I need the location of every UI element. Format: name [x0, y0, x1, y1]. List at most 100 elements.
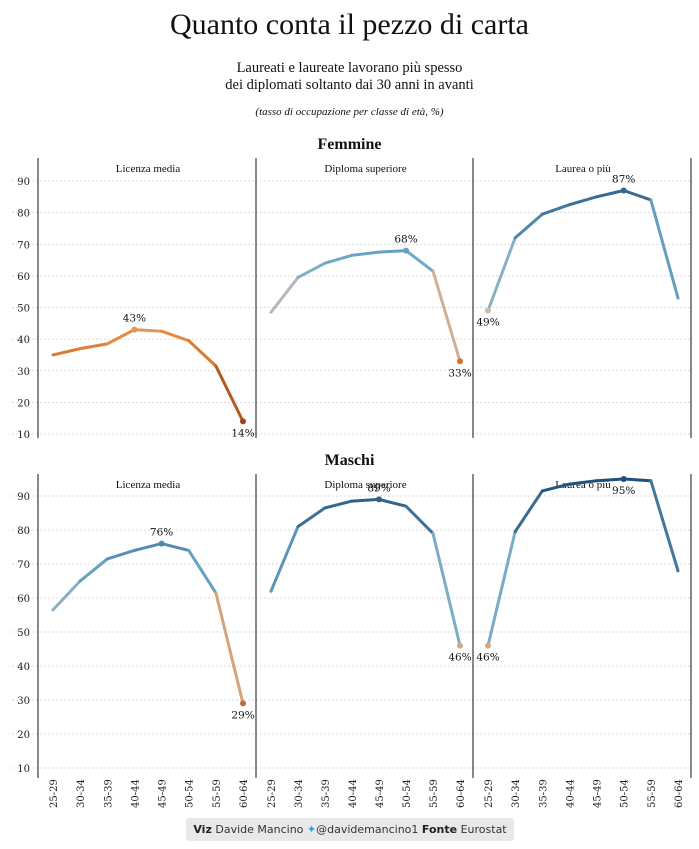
series-segment [622, 188, 653, 202]
series-segment [214, 591, 245, 705]
series-segment [377, 497, 408, 508]
twitter-bird-icon: ✦ [306, 823, 317, 836]
x-tick-label: 60-64 [239, 779, 250, 808]
row-header-maschi: Maschi [325, 452, 375, 469]
panel-header: Diploma superiore [324, 163, 406, 175]
series-segment [486, 530, 517, 648]
data-label: 49% [476, 317, 499, 329]
series-segment [187, 548, 218, 595]
x-tick-label: 35-39 [538, 779, 549, 808]
series-segment [350, 497, 381, 503]
series-segment [595, 188, 626, 199]
data-point [620, 476, 627, 482]
viz-label: Viz [193, 823, 212, 836]
twitter-handle[interactable]: @davidemancino1 [316, 823, 419, 836]
x-tick-label: 30-34 [511, 779, 522, 808]
y-tick-label: 30 [17, 696, 30, 707]
series-segment [649, 198, 680, 300]
x-tick-label: 55-59 [429, 779, 440, 808]
series-segment [513, 489, 544, 534]
data-point [158, 540, 165, 547]
series-segment [187, 339, 218, 368]
series-segment [105, 548, 136, 561]
footer-credits: Viz Davide Mancino ✦@davidemancino1 Font… [186, 818, 514, 841]
series-segment [404, 504, 435, 535]
series-segment [78, 557, 109, 583]
y-tick-label: 80 [17, 209, 30, 220]
x-tick-label: 50-54 [402, 779, 413, 808]
series-segment [323, 253, 354, 265]
y-tick-label: 10 [17, 764, 30, 775]
series-segment [132, 542, 164, 552]
x-tick-label: 25-29 [49, 779, 60, 808]
data-label: 46% [448, 652, 471, 664]
author-name: Davide Mancino [215, 823, 304, 836]
y-tick-label: 80 [17, 526, 30, 537]
source-label: Fonte [421, 823, 458, 836]
series-segment [350, 250, 381, 257]
x-tick-label: 60-64 [674, 779, 685, 808]
y-tick-label: 40 [17, 662, 30, 673]
data-point [131, 326, 138, 333]
data-point [376, 496, 382, 503]
series-segment [431, 531, 462, 648]
x-tick-label: 50-54 [620, 779, 631, 808]
series-segment [51, 347, 82, 357]
subtitle-line-2: dei diplomati soltanto dai 30 anni in av… [225, 77, 474, 93]
series-segment [269, 275, 300, 314]
subtitle-line-1: Laureati e laureate lavorano più spesso [236, 60, 463, 76]
data-point [485, 642, 491, 649]
data-point [457, 642, 463, 649]
x-tick-label: 50-54 [185, 779, 196, 808]
data-point [620, 187, 627, 194]
series-segment [78, 342, 109, 351]
series-segment [404, 249, 435, 273]
series-segment [160, 329, 191, 343]
series-segment [622, 477, 653, 483]
x-tick-label: 30-34 [76, 779, 87, 808]
y-tick-label: 20 [17, 730, 30, 741]
series-segment [540, 482, 571, 493]
row-header-femmine: Femmine [318, 136, 382, 153]
y-tick-label: 10 [17, 430, 30, 441]
series-segment [269, 525, 300, 593]
chart-subtitle: Laureati e laureate lavorano più spesso … [0, 60, 699, 94]
data-point [240, 700, 246, 707]
x-tick-label: 45-49 [375, 779, 386, 808]
data-label: 87% [612, 173, 635, 185]
data-point [240, 418, 246, 425]
data-label: 68% [394, 234, 417, 246]
data-label: 89% [367, 482, 390, 494]
panel-header: Licenza media [116, 163, 181, 175]
series-segment [595, 477, 626, 483]
series-segment [567, 479, 599, 486]
series-segment [132, 328, 164, 333]
x-tick-label: 40-44 [348, 779, 359, 808]
series-segment [513, 212, 544, 240]
x-tick-label: 35-39 [321, 779, 332, 808]
panel-header: Laurea o più [555, 163, 611, 175]
data-label: 29% [231, 709, 254, 721]
y-tick-label: 70 [17, 240, 30, 251]
x-tick-label: 60-64 [456, 779, 467, 808]
y-tick-label: 30 [17, 367, 30, 378]
series-segment [649, 479, 680, 573]
x-tick-label: 35-39 [103, 779, 114, 808]
x-tick-label: 55-59 [212, 779, 223, 808]
source-name: Eurostat [460, 823, 507, 836]
x-tick-label: 40-44 [130, 779, 141, 808]
y-tick-label: 20 [17, 398, 30, 409]
data-label: 46% [476, 652, 499, 664]
series-segment [377, 249, 408, 254]
series-segment [51, 579, 82, 612]
series-segment [431, 269, 462, 363]
series-segment [214, 364, 245, 423]
data-label: 76% [150, 527, 173, 539]
x-tick-label: 55-59 [647, 779, 658, 808]
panel-header: Diploma superiore [324, 479, 406, 491]
y-tick-label: 90 [17, 177, 30, 188]
data-label: 14% [231, 427, 254, 439]
series-segment [105, 328, 136, 346]
series-segment [486, 236, 517, 313]
x-tick-label: 25-29 [484, 779, 495, 808]
